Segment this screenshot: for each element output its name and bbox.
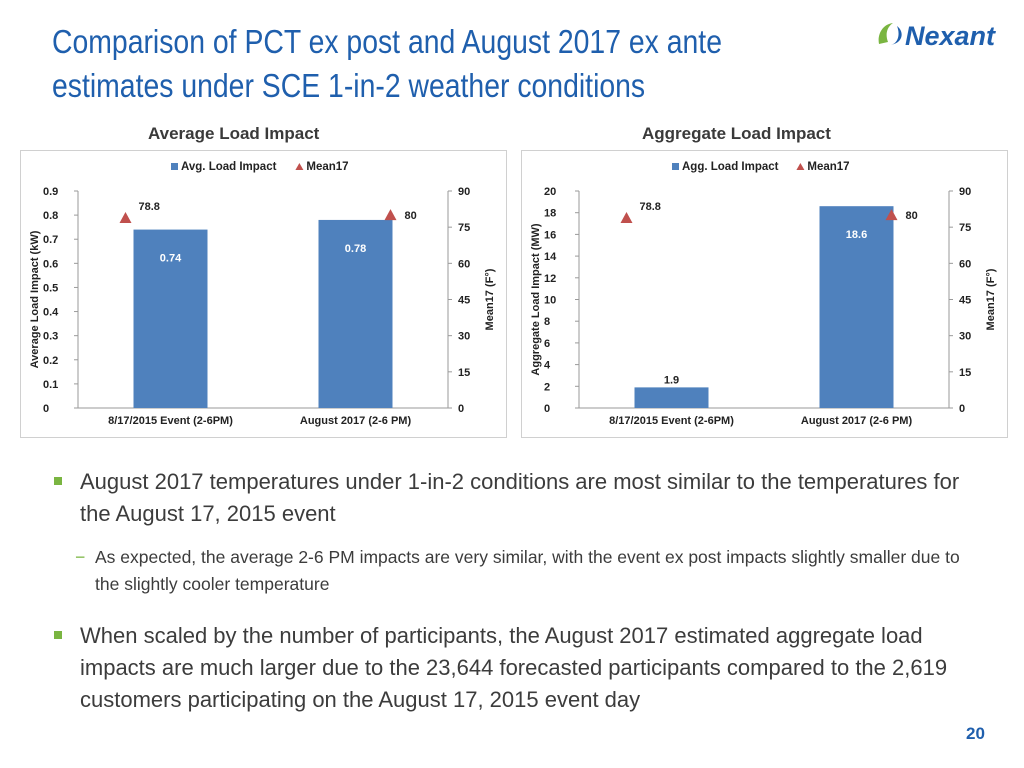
y-tick-label: 0.3 [43, 331, 58, 343]
y-tick-label: 0.8 [43, 210, 58, 222]
mean17-value-label: 80 [405, 210, 417, 222]
legend-label: Mean17 [807, 161, 849, 173]
page-number: 20 [966, 724, 985, 743]
panel-title-aggregate: Aggregate Load Impact [642, 124, 831, 143]
y2-tick-label: 0 [959, 403, 965, 415]
y2-tick-label: 30 [959, 331, 971, 343]
y2-axis-title: Mean17 (F°) [985, 268, 997, 330]
legend-swatch [672, 163, 679, 170]
legend-marker [295, 163, 304, 170]
y-tick-label: 4 [544, 360, 551, 372]
y-tick-label: 0 [43, 403, 49, 415]
bar [634, 387, 709, 408]
sub-bullet-item: − As expected, the average 2-6 PM impact… [52, 544, 972, 598]
y2-tick-label: 0 [458, 403, 464, 415]
y-axis-title: Aggregate Load Impact (MW) [530, 223, 542, 376]
nexant-logo: Nexant [878, 21, 996, 51]
y-tick-label: 10 [544, 295, 556, 307]
x-tick-label: August 2017 (2-6 PM) [300, 415, 412, 427]
y2-tick-label: 75 [959, 222, 971, 234]
x-tick-label: 8/17/2015 Event (2-6PM) [609, 415, 734, 427]
mean17-value-label: 80 [906, 210, 918, 222]
y-tick-label: 12 [544, 273, 556, 285]
y-tick-label: 0.9 [43, 186, 58, 198]
slide-title: Comparison of PCT ex post and August 201… [52, 20, 723, 108]
bar [819, 206, 894, 408]
legend-label: Avg. Load Impact [181, 161, 277, 173]
slide-title-line-1: Comparison of PCT ex post and August 201… [52, 23, 722, 60]
y-tick-label: 8 [544, 316, 550, 328]
bullet-square-icon [54, 631, 62, 639]
mean17-point [885, 209, 898, 221]
y-tick-label: 6 [544, 338, 550, 350]
bar-value-label: 1.9 [664, 374, 679, 386]
y2-tick-label: 15 [959, 367, 971, 379]
bar-value-label: 0.78 [345, 243, 366, 255]
average-load-impact-chart: Avg. Load Impact Mean17 0 0.1 0.2 0.3 0.4 0.5 0.… [20, 150, 507, 438]
panel-title-average: Average Load Impact [148, 124, 320, 143]
bullet-item: August 2017 temperatures under 1-in-2 co… [52, 466, 972, 530]
y2-tick-label: 45 [458, 295, 470, 307]
y-tick-label: 0.1 [43, 379, 58, 391]
y-tick-label: 0.6 [43, 258, 58, 270]
bar [133, 229, 208, 408]
legend-marker [796, 163, 805, 170]
bullet-text: When scaled by the number of participant… [80, 623, 948, 712]
sub-bullet-dash-icon: − [75, 547, 86, 567]
y2-tick-label: 90 [959, 186, 971, 198]
bar [318, 219, 393, 408]
y-tick-label: 20 [544, 186, 556, 198]
mean17-point [620, 212, 633, 224]
legend-swatch [171, 163, 178, 170]
y2-tick-label: 90 [458, 186, 470, 198]
bullet-item: When scaled by the number of participant… [52, 620, 972, 716]
y-tick-label: 0.2 [43, 355, 58, 367]
nexant-logo-text: Nexant [905, 21, 996, 51]
y2-tick-label: 60 [458, 258, 470, 270]
x-tick-label: August 2017 (2-6 PM) [801, 415, 913, 427]
y2-tick-label: 30 [458, 331, 470, 343]
bullet-text: August 2017 temperatures under 1-in-2 co… [80, 469, 960, 526]
x-tick-label: 8/17/2015 Event (2-6PM) [108, 415, 233, 427]
y-axis-title: Average Load Impact (kW) [29, 230, 41, 368]
legend-label: Agg. Load Impact [682, 161, 779, 173]
y-tick-label: 0 [544, 403, 550, 415]
nexant-logo-swoosh-icon [878, 23, 893, 44]
bullet-list: August 2017 temperatures under 1-in-2 co… [52, 466, 972, 716]
average-load-impact-chart-svg: Avg. Load Impact Mean17 0 0.1 0.2 0.3 0.4 0.5 0.… [29, 161, 496, 427]
bar-value-label: 18.6 [846, 229, 867, 241]
mean17-value-label: 78.8 [139, 201, 160, 213]
mean17-point [384, 209, 397, 221]
y2-tick-label: 75 [458, 222, 470, 234]
y2-tick-label: 15 [458, 367, 470, 379]
y-tick-label: 0.7 [43, 234, 58, 246]
sub-bullet-text: As expected, the average 2-6 PM impacts … [95, 547, 960, 594]
legend-label: Mean17 [306, 161, 348, 173]
y-tick-label: 2 [544, 381, 550, 393]
y2-tick-label: 45 [959, 295, 971, 307]
mean17-value-label: 78.8 [640, 201, 661, 213]
slide-title-line-2: estimates under SCE 1-in-2 weather condi… [52, 67, 646, 104]
y2-tick-label: 60 [959, 258, 971, 270]
bullet-square-icon [54, 477, 62, 485]
y-tick-label: 14 [544, 251, 557, 263]
mean17-point [119, 212, 132, 224]
aggregate-load-impact-chart-svg: Agg. Load Impact Mean17 0 2 4 6 8 10 12 14 16 18 20 0… [530, 161, 997, 427]
y-tick-label: 0.5 [43, 282, 58, 294]
y-tick-label: 16 [544, 229, 556, 241]
aggregate-load-impact-chart: Agg. Load Impact Mean17 0 2 4 6 8 10 12 14 16 18 20 0… [521, 150, 1008, 438]
y2-axis-title: Mean17 (F°) [484, 268, 496, 330]
bar-value-label: 0.74 [160, 253, 182, 265]
y-tick-label: 0.4 [43, 307, 59, 319]
y-tick-label: 18 [544, 208, 556, 220]
